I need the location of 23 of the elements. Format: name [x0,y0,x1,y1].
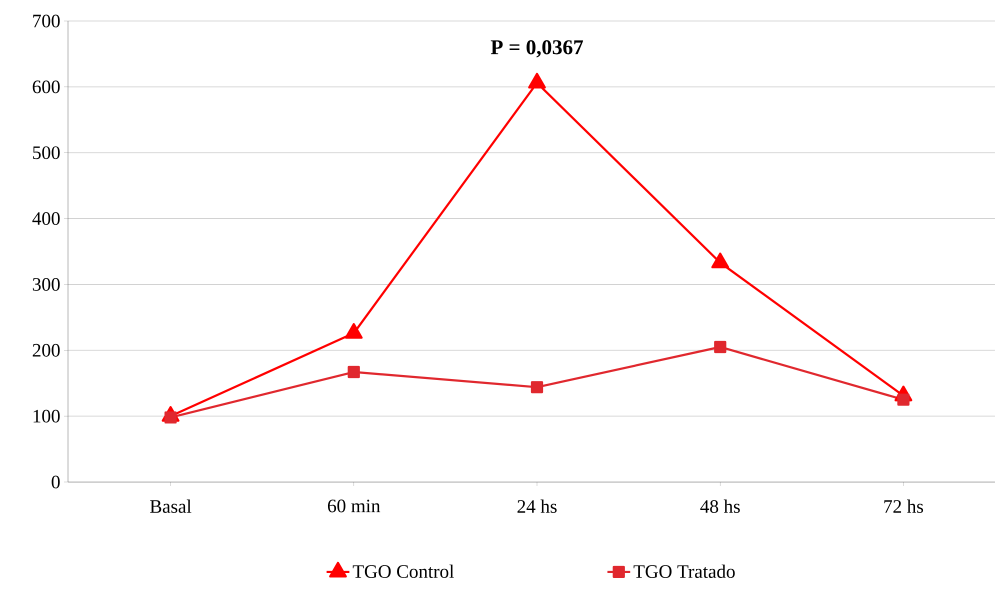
x-tick-label: 24 hs [518,500,557,513]
point [897,394,910,406]
point [528,72,546,89]
point [711,252,730,268]
y-tick-label: 500 [33,146,60,160]
x-tick-label: 60 min [328,500,380,512]
y-tick-label: 0 [52,476,60,488]
annotation: P = 0,0367 [490,40,584,58]
x-tick-label: 72 hs [884,500,924,513]
y-tick-label: 200 [32,344,60,357]
y-tick-label: 400 [32,212,60,225]
legend-label: TGO Control [352,564,454,578]
y-tick-label: 300 [32,278,60,291]
y-tick-label: 100 [34,410,60,423]
point [714,340,726,354]
point [530,381,544,394]
y-tick-label: 600 [32,80,60,94]
x-tick-label: Basal [150,500,192,513]
point [348,366,360,378]
x-tick-label: 48 hs [700,500,740,513]
point [164,411,177,424]
legend-label: TGO Tratado [634,564,735,578]
y-tick-label: 700 [33,14,60,28]
